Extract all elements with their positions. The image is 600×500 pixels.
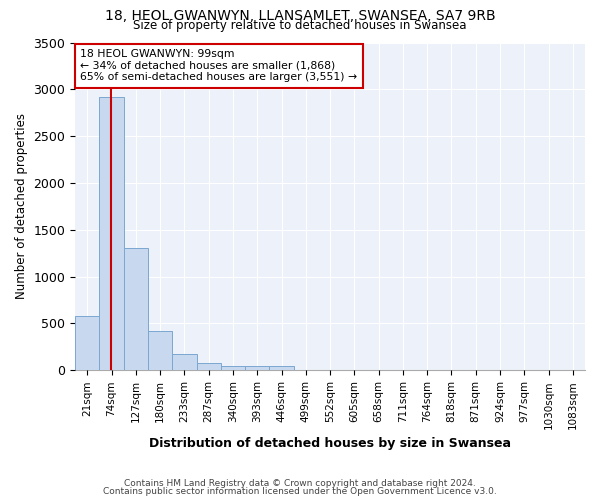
Text: Contains public sector information licensed under the Open Government Licence v3: Contains public sector information licen…: [103, 487, 497, 496]
Text: 18, HEOL GWANWYN, LLANSAMLET, SWANSEA, SA7 9RB: 18, HEOL GWANWYN, LLANSAMLET, SWANSEA, S…: [104, 9, 496, 23]
Bar: [221, 366, 245, 370]
Text: Size of property relative to detached houses in Swansea: Size of property relative to detached ho…: [133, 19, 467, 32]
Bar: [124, 248, 148, 370]
Bar: [269, 366, 293, 370]
Bar: [172, 354, 197, 370]
Bar: [100, 97, 124, 370]
Y-axis label: Number of detached properties: Number of detached properties: [15, 114, 28, 300]
Bar: [245, 366, 269, 370]
Text: Contains HM Land Registry data © Crown copyright and database right 2024.: Contains HM Land Registry data © Crown c…: [124, 478, 476, 488]
Text: 18 HEOL GWANWYN: 99sqm
← 34% of detached houses are smaller (1,868)
65% of semi-: 18 HEOL GWANWYN: 99sqm ← 34% of detached…: [80, 49, 358, 82]
Bar: [148, 331, 172, 370]
Bar: [197, 364, 221, 370]
X-axis label: Distribution of detached houses by size in Swansea: Distribution of detached houses by size …: [149, 437, 511, 450]
Bar: [75, 316, 100, 370]
